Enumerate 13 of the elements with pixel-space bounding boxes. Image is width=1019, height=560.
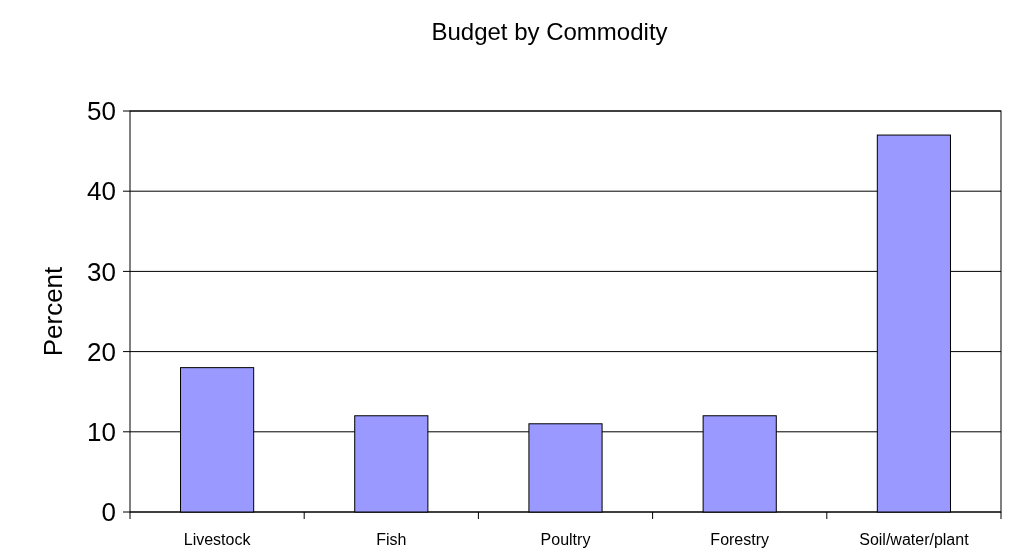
chart-title: Budget by Commodity: [431, 18, 668, 45]
y-tick-label: 30: [87, 256, 116, 287]
x-tick-label: Livestock: [183, 531, 252, 548]
x-tick-label: Poultry: [540, 531, 591, 548]
y-tick-label: 50: [87, 96, 116, 127]
y-tick-label: 10: [87, 416, 116, 447]
x-tick-label: Soil/water/plant: [859, 531, 970, 548]
y-tick-label: 20: [87, 336, 116, 367]
y-tick-label: 40: [87, 176, 116, 207]
y-axis-title: Percent: [38, 265, 68, 357]
x-tick-label: Forestry: [710, 531, 770, 548]
y-tick-label: 0: [101, 497, 116, 528]
x-tick-label: Fish: [376, 531, 407, 548]
